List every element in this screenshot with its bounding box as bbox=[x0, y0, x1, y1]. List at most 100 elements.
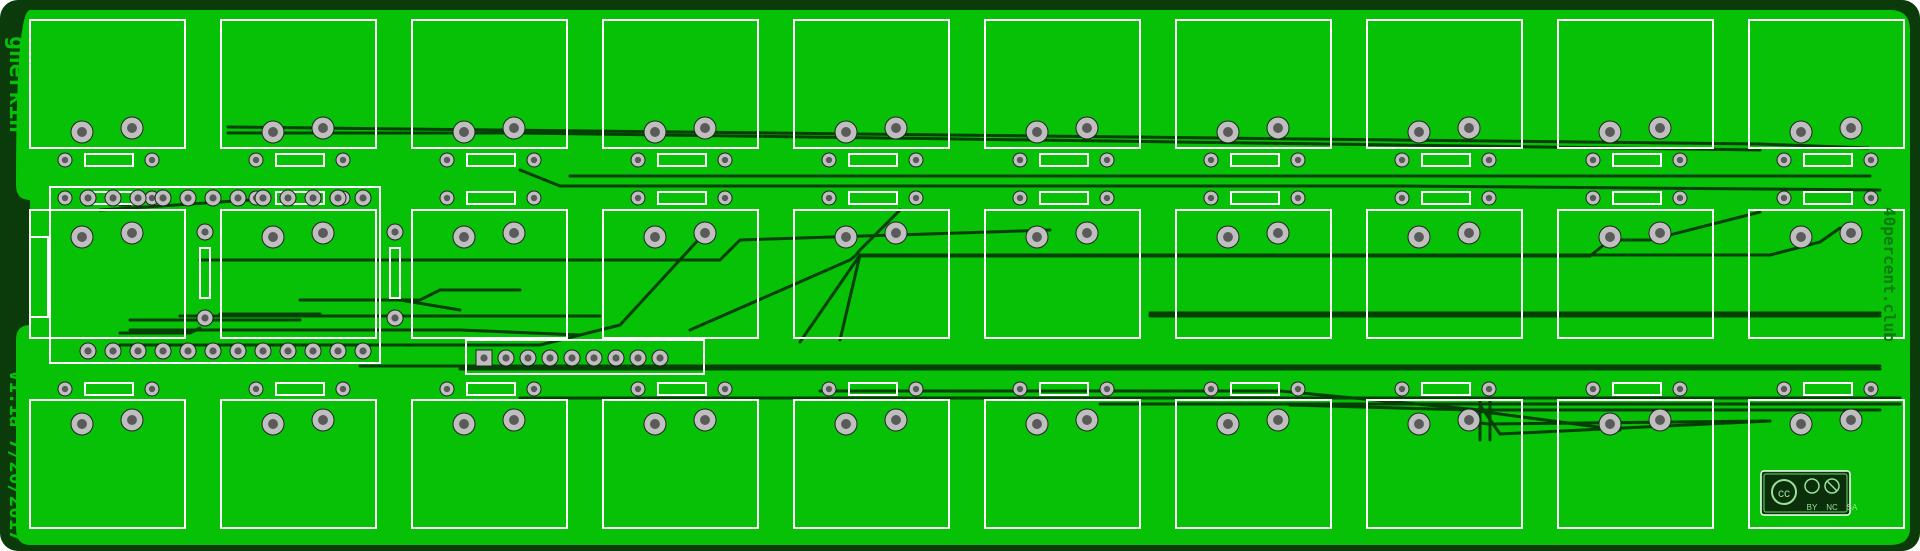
diode-pad-a-drill bbox=[1398, 194, 1406, 202]
switch-pad-b-drill bbox=[318, 415, 328, 425]
diode-pad-a-drill bbox=[252, 385, 260, 393]
switch-outline bbox=[1557, 209, 1714, 339]
diode-pad-a-drill bbox=[443, 156, 451, 164]
switch-r3-c5 bbox=[793, 399, 950, 529]
switch-pad-b-drill bbox=[1082, 228, 1092, 238]
switch-r1-c10 bbox=[1748, 19, 1905, 149]
switch-pad-b-drill bbox=[891, 123, 901, 133]
promicro-aux-pin-1-drill bbox=[201, 228, 209, 236]
diode-pad-b-drill bbox=[1867, 194, 1875, 202]
license-badge: cc BY NC SA bbox=[1760, 470, 1858, 516]
diode-pad-a-drill bbox=[634, 385, 642, 393]
diode-body bbox=[1803, 382, 1853, 396]
switch-r1-c2 bbox=[220, 19, 377, 149]
diode-pad-b-drill bbox=[339, 156, 347, 164]
switch-outline bbox=[220, 19, 377, 149]
switch-outline bbox=[220, 209, 377, 339]
diode-pad-a-drill bbox=[1207, 194, 1215, 202]
promicro-top-pin-1-drill bbox=[84, 194, 92, 202]
switch-outline bbox=[220, 399, 377, 529]
switch-r3-c1 bbox=[29, 399, 186, 529]
switch-outline bbox=[411, 399, 568, 529]
switch-outline bbox=[602, 399, 759, 529]
switch-pad-b-drill bbox=[127, 228, 137, 238]
diode-footprints bbox=[57, 152, 1879, 397]
diode-pad-a-drill bbox=[1207, 156, 1215, 164]
promicro-bottom-pin-2-drill bbox=[109, 347, 117, 355]
reset-outline-left bbox=[199, 247, 211, 299]
trace-11 bbox=[798, 253, 862, 344]
switch-outline bbox=[411, 19, 568, 149]
diode-pad-a-drill bbox=[1589, 194, 1597, 202]
trace-29 bbox=[1148, 313, 1882, 318]
diode-body bbox=[1612, 382, 1662, 396]
trace-31 bbox=[298, 288, 522, 302]
diode-body bbox=[1421, 382, 1471, 396]
promicro-aux-pin-4-drill bbox=[391, 314, 399, 322]
switch-outline bbox=[793, 399, 950, 529]
promicro-top-pin-5-drill bbox=[184, 194, 192, 202]
diode-pad-a-drill bbox=[61, 194, 69, 202]
switch-outline bbox=[984, 209, 1141, 339]
diode-pad-a-drill bbox=[1780, 385, 1788, 393]
diode-r1-c9 bbox=[1585, 152, 1688, 168]
promicro-top-pin-10-drill bbox=[309, 194, 317, 202]
promicro-bottom-pin-7-drill bbox=[234, 347, 242, 355]
switch-r1-c7 bbox=[1175, 19, 1332, 149]
diode-pad-b-drill bbox=[530, 194, 538, 202]
diode-r1-c2 bbox=[248, 152, 351, 168]
switch-pad-a-drill bbox=[268, 127, 278, 137]
diode-pad-b-drill bbox=[912, 194, 920, 202]
board-url: 40percent.club bbox=[1880, 207, 1899, 342]
switch-r1-c4 bbox=[602, 19, 759, 149]
diode-pad-a-drill bbox=[634, 156, 642, 164]
diode-r3-c7 bbox=[1203, 381, 1306, 397]
diode-pad-a-drill bbox=[1016, 194, 1024, 202]
diode-body bbox=[1803, 191, 1853, 205]
diode-r2-c6 bbox=[1012, 190, 1115, 206]
diode-body bbox=[466, 153, 516, 167]
switch-pad-a-drill bbox=[1032, 127, 1042, 137]
diode-body bbox=[1230, 153, 1280, 167]
switch-pad-a-drill bbox=[1796, 419, 1806, 429]
switch-pad-b-drill bbox=[318, 123, 328, 133]
switch-r2-c8 bbox=[1366, 209, 1523, 339]
diode-pad-a-drill bbox=[634, 194, 642, 202]
diode-r2-c8 bbox=[1394, 190, 1497, 206]
diode-pad-a-drill bbox=[61, 156, 69, 164]
diode-pad-a-drill bbox=[1398, 156, 1406, 164]
switch-pad-a-drill bbox=[841, 232, 851, 242]
header-pin-2-drill bbox=[502, 354, 510, 362]
diode-r1-c7 bbox=[1203, 152, 1306, 168]
promicro-bottom-pin-1-drill bbox=[84, 347, 92, 355]
board-name: gherkin bbox=[4, 36, 30, 133]
switch-pad-a-drill bbox=[1414, 419, 1424, 429]
diode-pad-a-drill bbox=[1016, 156, 1024, 164]
switch-r2-c9 bbox=[1557, 209, 1714, 339]
switch-pad-b-drill bbox=[509, 123, 519, 133]
switch-outline bbox=[984, 19, 1141, 149]
switch-pad-b-drill bbox=[127, 123, 137, 133]
diode-pad-b-drill bbox=[1294, 385, 1302, 393]
diode-r2-c4 bbox=[630, 190, 733, 206]
promicro-bottom-pin-5-drill bbox=[184, 347, 192, 355]
diode-pad-a-drill bbox=[443, 194, 451, 202]
diode-r3-c3 bbox=[439, 381, 542, 397]
diode-r1-c4 bbox=[630, 152, 733, 168]
promicro-aux-pin-2-drill bbox=[201, 314, 209, 322]
diode-body bbox=[1230, 382, 1280, 396]
switch-pad-b-drill bbox=[1273, 123, 1283, 133]
switch-pad-a-drill bbox=[650, 419, 660, 429]
diode-pad-a-drill bbox=[1016, 385, 1024, 393]
diode-body bbox=[1039, 191, 1089, 205]
diode-pad-a-drill bbox=[825, 156, 833, 164]
diode-pad-a-drill bbox=[1398, 385, 1406, 393]
header-pin-4-drill bbox=[546, 354, 554, 362]
header-outline bbox=[465, 339, 705, 375]
trace-extra-1 bbox=[98, 198, 252, 212]
promicro-bottom-pin-3-drill bbox=[134, 347, 142, 355]
diode-body bbox=[275, 191, 325, 205]
diode-pad-b-drill bbox=[148, 194, 156, 202]
switch-r3-c7 bbox=[1175, 399, 1332, 529]
switch-pad-b-drill bbox=[509, 228, 519, 238]
